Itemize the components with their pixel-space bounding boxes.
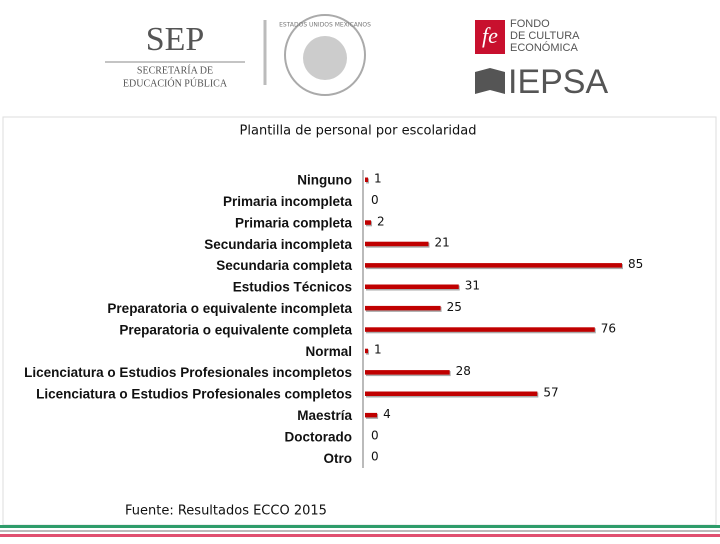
value-label: 0: [371, 450, 379, 464]
value-label: 76: [601, 321, 616, 335]
chart-title: Plantilla de personal por escolaridad: [240, 124, 477, 139]
bar: [365, 241, 429, 247]
bar: [365, 348, 369, 354]
iepsa-book: [475, 68, 505, 94]
value-label: 21: [434, 236, 449, 250]
value-label: 0: [371, 193, 379, 207]
bar: [365, 177, 369, 182]
category-label: Doctorado: [285, 429, 353, 444]
category-label: Preparatoria o equivalente incompleta: [107, 301, 352, 316]
bar: [365, 391, 538, 396]
category-label: Licenciatura o Estudios Profesionales co…: [36, 387, 352, 402]
bar: [365, 220, 372, 225]
category-label: Secundaria incompleta: [204, 237, 352, 252]
stripe: [0, 530, 720, 532]
fce-text: DE CULTURA: [510, 30, 580, 42]
bar: [365, 412, 378, 418]
fce-text: FONDO: [510, 18, 550, 30]
svg-text:fe: fe: [482, 23, 498, 48]
value-label: 1: [374, 172, 382, 186]
category-label: Normal: [305, 344, 352, 359]
chart-frame: [2, 116, 717, 526]
sep-text: SECRETARÍA DE: [137, 64, 213, 76]
fce-text: ECONÓMICA: [510, 41, 579, 54]
category-label: Ninguno: [297, 173, 352, 188]
value-label: 0: [371, 428, 379, 442]
bar: [365, 305, 441, 311]
category-label: Otro: [324, 451, 353, 466]
value-label: 1: [374, 343, 382, 357]
seal-text: ESTADOS UNIDOS MEXICANOS: [279, 22, 371, 29]
category-label: Primaria incompleta: [223, 194, 353, 209]
value-label: 57: [543, 386, 558, 400]
category-label: Primaria completa: [235, 215, 353, 230]
value-label: 4: [383, 407, 391, 421]
sep-logo: SEP: [146, 21, 205, 58]
bar: [365, 284, 459, 289]
stripe: [0, 534, 720, 537]
seal: [284, 14, 366, 96]
fce-logo-mark: [475, 20, 505, 54]
bar: [365, 370, 450, 375]
bar: [365, 327, 595, 332]
bar: [365, 263, 622, 268]
stripe: [0, 525, 720, 528]
value-label: 28: [456, 364, 471, 378]
value-label: 85: [628, 257, 643, 271]
seal-eagle: [303, 36, 347, 80]
value-label: 31: [465, 279, 480, 293]
plot: Ninguno 1 Primaria incompleta 0 Primaria com…: [24, 172, 643, 466]
value-label: 25: [447, 300, 462, 314]
value-label: 2: [377, 214, 385, 228]
category-label: Estudios Técnicos: [233, 280, 352, 295]
source: Fuente: Resultados ECCO 2015: [125, 504, 327, 519]
iepsa-logo: IEPSA: [508, 63, 608, 101]
sep-text: EDUCACIÓN PÚBLICA: [123, 77, 228, 89]
category-label: Preparatoria o equivalente completa: [119, 322, 352, 337]
category-label: Secundaria completa: [216, 258, 352, 273]
category-label: Licenciatura o Estudios Profesionales in…: [24, 365, 352, 380]
category-label: Maestría: [297, 408, 352, 423]
